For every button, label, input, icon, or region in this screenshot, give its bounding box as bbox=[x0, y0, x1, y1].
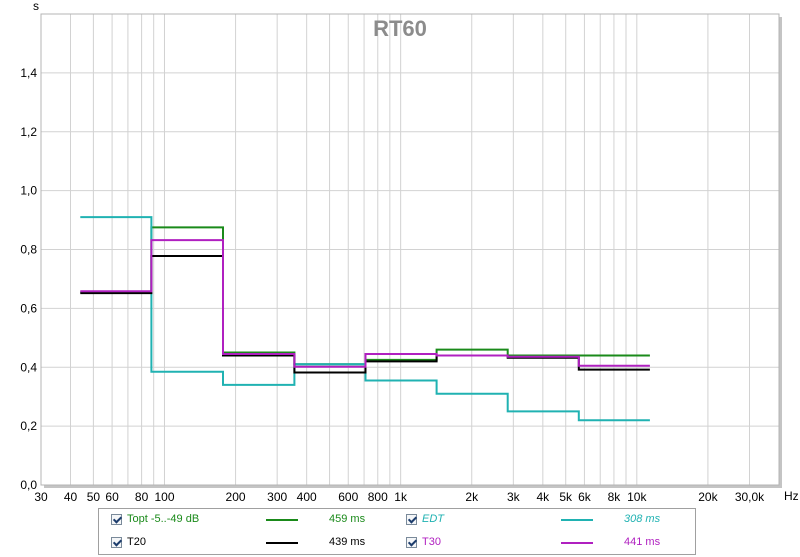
x-tick-label: 200 bbox=[226, 490, 246, 504]
legend-checkbox[interactable] bbox=[406, 537, 417, 548]
legend-item: T20 bbox=[111, 536, 271, 552]
legend-line-swatch bbox=[266, 542, 298, 544]
x-tick-label: 50 bbox=[87, 490, 101, 504]
legend-value: 439 ms bbox=[329, 536, 366, 548]
y-tick-label: 0,2 bbox=[20, 419, 37, 433]
series-lines bbox=[80, 216, 650, 422]
x-tick-label: 6k bbox=[578, 490, 592, 504]
grid bbox=[41, 14, 779, 485]
x-tick-label: 80 bbox=[135, 490, 149, 504]
y-tick-label: 0,6 bbox=[20, 301, 37, 315]
legend-item: T30 bbox=[406, 536, 566, 552]
legend-item: Topt -5..-49 dB bbox=[111, 513, 271, 529]
x-tick-label: 400 bbox=[297, 490, 317, 504]
legend-label: T20 bbox=[127, 536, 146, 548]
x-tick-label: 60 bbox=[105, 490, 119, 504]
x-axis-unit-label: Hz bbox=[784, 489, 799, 503]
y-tick-label: 0,4 bbox=[20, 360, 37, 374]
legend-line-swatch bbox=[561, 542, 593, 544]
x-tick-label: 3k bbox=[507, 490, 521, 504]
tick-labels: 0,0 0,2 0,4 0,6 0,8 1,0 1,2 1,4 30 40 50 60 80 100 200… bbox=[20, 66, 765, 504]
y-tick-label: 1,4 bbox=[20, 66, 37, 80]
x-tick-label: 20k bbox=[698, 490, 718, 504]
x-tick-label: 30 bbox=[34, 490, 48, 504]
y-tick-label: 0,0 bbox=[20, 478, 37, 492]
x-tick-label: 600 bbox=[338, 490, 358, 504]
legend-value: 441 ms bbox=[624, 536, 661, 548]
legend-label: EDT bbox=[422, 513, 444, 525]
x-tick-label: 5k bbox=[559, 490, 573, 504]
x-tick-label: 8k bbox=[608, 490, 622, 504]
legend-value: 308 ms bbox=[624, 513, 661, 525]
y-tick-label: 0,8 bbox=[20, 243, 37, 257]
x-tick-label: 4k bbox=[536, 490, 550, 504]
x-tick-label: 30,0k bbox=[735, 490, 765, 504]
series-line-4 bbox=[80, 239, 650, 368]
plot-border bbox=[40, 13, 780, 486]
y-tick-label: 1,2 bbox=[20, 125, 37, 139]
legend-checkbox[interactable] bbox=[111, 514, 122, 525]
legend-checkbox[interactable] bbox=[111, 537, 122, 548]
x-tick-label: 10k bbox=[627, 490, 647, 504]
y-tick-label: 1,0 bbox=[20, 184, 37, 198]
x-tick-label: 100 bbox=[154, 490, 174, 504]
x-tick-label: 2k bbox=[465, 490, 479, 504]
chart-title: RT60 bbox=[373, 16, 427, 41]
x-tick-label: 40 bbox=[64, 490, 78, 504]
legend-value: 459 ms bbox=[329, 513, 366, 525]
legend-panel: Topt -5..-49 dB 459 ms EDT 308 ms T20 439 ms T… bbox=[98, 508, 696, 555]
x-tick-label: 800 bbox=[368, 490, 388, 504]
legend-checkbox[interactable] bbox=[406, 514, 417, 525]
legend-label: Topt -5..-49 dB bbox=[127, 513, 200, 525]
legend-line-swatch bbox=[561, 519, 593, 521]
legend-line-swatch bbox=[266, 519, 298, 521]
x-tick-label: 300 bbox=[267, 490, 287, 504]
x-tick-label: 1k bbox=[394, 490, 408, 504]
legend-label: T30 bbox=[422, 536, 441, 548]
y-axis-unit-label: s bbox=[33, 0, 39, 13]
legend-item: EDT bbox=[406, 513, 566, 529]
